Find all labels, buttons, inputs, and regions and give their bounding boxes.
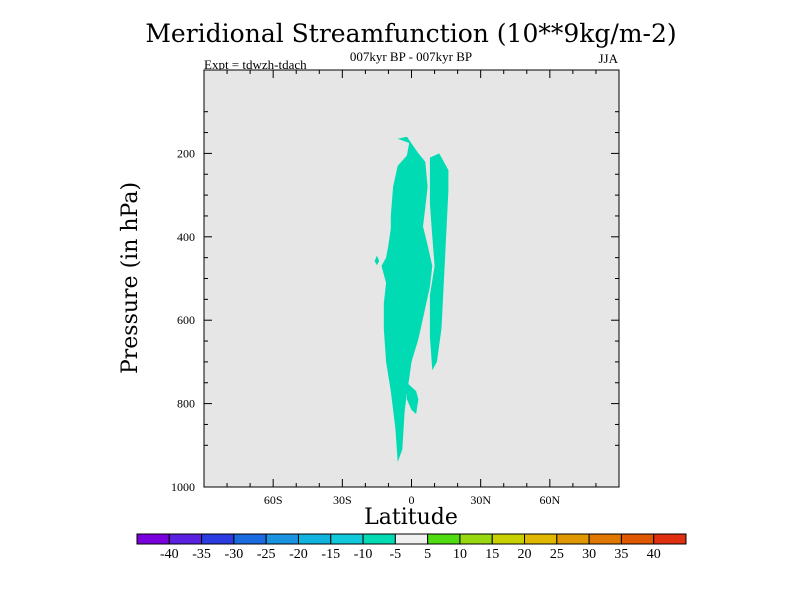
colorbar-swatch xyxy=(330,533,364,545)
y-tick-label: 600 xyxy=(177,313,195,327)
chart-title: Meridional Streamfunction (10**9kg/m-2) xyxy=(145,19,676,48)
colorbar-labels: -40 -35 -30 -25 -20 -15 -10 -5 5 10 15 20 25 30 35 40 xyxy=(160,547,661,562)
x-tick-label: 30N xyxy=(470,493,491,507)
y-tick-label: 200 xyxy=(177,146,195,160)
y-tick-labels: 200 400 600 800 1000 xyxy=(171,146,195,494)
y-tick-label: 400 xyxy=(177,230,195,244)
x-tick-label: 60S xyxy=(264,493,283,507)
colorbar-label: -35 xyxy=(192,547,211,562)
chart-subtitle-experiment: Expt = tdwzh-tdach xyxy=(204,57,307,72)
colorbar-label: 5 xyxy=(424,547,431,562)
x-axis-label: Latitude xyxy=(364,505,458,530)
axis-ticks xyxy=(204,70,619,487)
colorbar-swatch xyxy=(297,533,332,545)
colorbar-label: -15 xyxy=(321,547,340,562)
colorbar xyxy=(136,533,687,545)
colorbar-swatch xyxy=(588,533,622,545)
colorbar-swatch xyxy=(427,533,461,545)
colorbar-swatch xyxy=(524,533,558,545)
y-tick-label: 800 xyxy=(177,397,195,411)
colorbar-label: 10 xyxy=(453,547,467,562)
contour-region-blob-left xyxy=(374,255,380,266)
x-tick-label: 0 xyxy=(409,493,415,507)
colorbar-swatch xyxy=(136,533,170,545)
colorbar-label: -30 xyxy=(225,547,244,562)
colorbar-label: -40 xyxy=(160,547,179,562)
colorbar-swatch xyxy=(653,533,687,545)
colorbar-swatch xyxy=(168,533,203,545)
colorbar-swatch xyxy=(556,533,590,545)
colorbar-label: 20 xyxy=(518,547,532,562)
x-tick-label: 60N xyxy=(539,493,560,507)
contour-region-blob-lower xyxy=(406,382,419,414)
colorbar-label: 25 xyxy=(550,547,564,562)
y-axis-label: Pressure (in hPa) xyxy=(118,182,143,374)
colorbar-label: 35 xyxy=(614,547,628,562)
colorbar-label: 30 xyxy=(582,547,596,562)
chart-subtitle-season: JJA xyxy=(598,51,618,66)
colorbar-label: -25 xyxy=(257,547,276,562)
colorbar-label: -5 xyxy=(390,547,402,562)
colorbar-swatch xyxy=(265,533,299,545)
colorbar-label: 40 xyxy=(647,547,661,562)
x-tick-label: 30S xyxy=(333,493,352,507)
contour-region-right-cell xyxy=(429,153,449,371)
contour-regions xyxy=(374,136,449,462)
y-tick-label: 1000 xyxy=(171,480,195,494)
colorbar-swatch xyxy=(459,533,493,545)
chart-subtitle-period: 007kyr BP - 007kyr BP xyxy=(350,49,472,64)
colorbar-swatch xyxy=(620,533,655,545)
colorbar-label: -10 xyxy=(354,547,373,562)
colorbar-label: -20 xyxy=(289,547,308,562)
colorbar-swatch xyxy=(362,533,396,545)
colorbar-swatch xyxy=(201,533,235,545)
colorbar-swatch xyxy=(233,533,267,545)
colorbar-swatch xyxy=(394,533,429,545)
colorbar-swatch xyxy=(491,533,526,545)
contour-region-main-cell xyxy=(381,136,433,462)
colorbar-label: 15 xyxy=(485,547,499,562)
x-tick-labels: 60S 30S 0 30N 60N xyxy=(264,493,561,507)
